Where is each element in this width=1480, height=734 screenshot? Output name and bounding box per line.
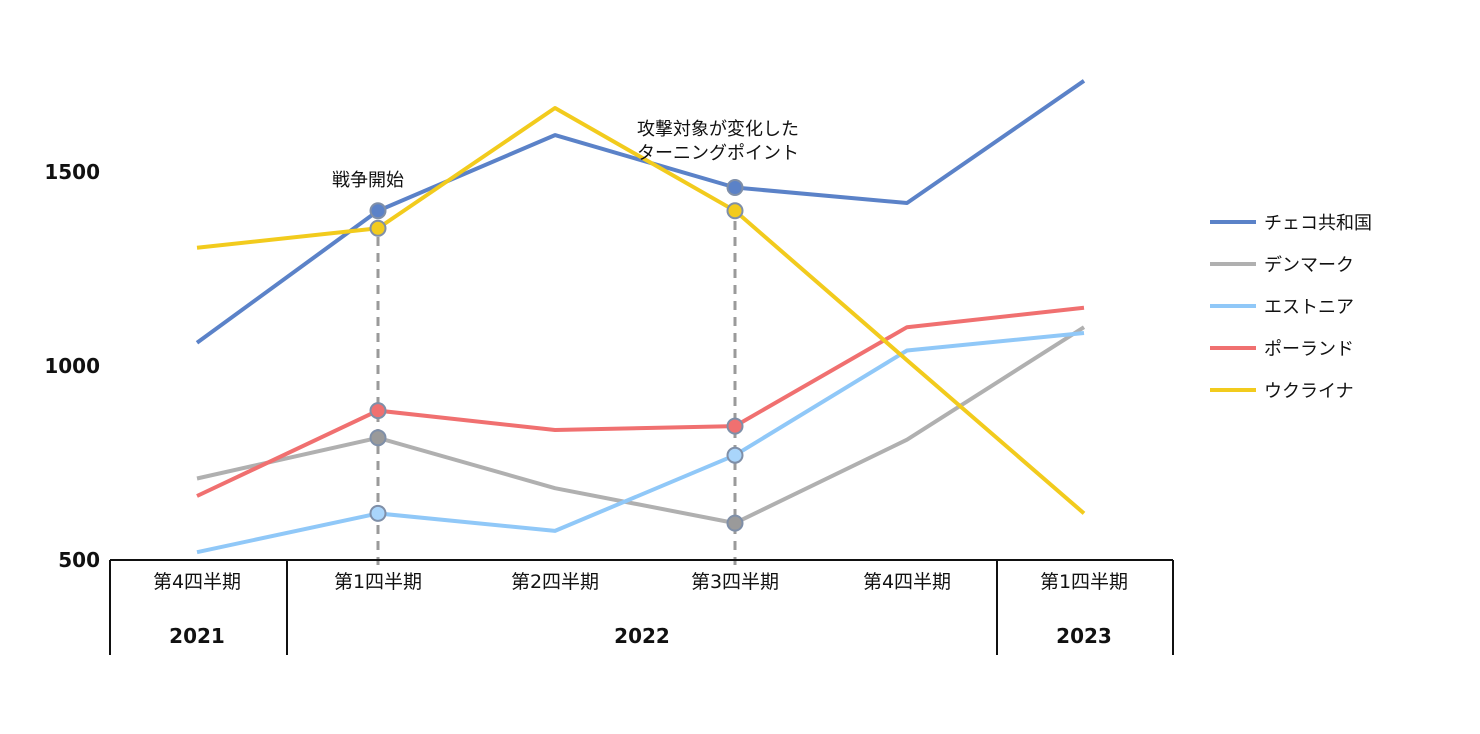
legend-label-1: デンマーク — [1264, 255, 1354, 276]
x-tick-label-0: 第4四半期 — [153, 571, 241, 593]
x-tick-label-5: 第1四半期 — [1040, 571, 1128, 593]
y-tick-label-1500: 1500 — [44, 160, 100, 184]
series-line-2 — [196, 331, 1085, 555]
series-point-3-3 — [726, 417, 744, 435]
y-tick-label-500: 500 — [58, 548, 100, 572]
legend-label-2: エストニア — [1264, 297, 1354, 318]
annotation-text-3-0: 攻撃対象が変化した — [637, 119, 799, 140]
series-line-4 — [196, 106, 1086, 515]
annotation-text-3-1: ターニングポイント — [637, 143, 799, 164]
series-point-1-1 — [369, 429, 387, 447]
y-axis-ticks: 500 1000 1500 — [44, 160, 100, 572]
series-point-4-3 — [726, 202, 744, 220]
x-tick-label-1: 第1四半期 — [334, 571, 422, 593]
series-point-0-3 — [726, 179, 744, 196]
series-point-4-1 — [369, 219, 387, 237]
series-line-3 — [196, 305, 1085, 498]
x-year-label-2023: 2023 — [1056, 624, 1112, 648]
series-lines — [195, 79, 1086, 555]
annotation-text-1-0: 戦争開始 — [332, 170, 404, 191]
series-markers — [369, 179, 744, 532]
x-tick-label-3: 第3四半期 — [691, 571, 779, 593]
x-tick-label-4: 第4四半期 — [863, 571, 951, 593]
x-year-label-2022: 2022 — [614, 624, 670, 648]
annotation-guides — [376, 205, 737, 565]
x-axis: 第4四半期 第1四半期 第2四半期 第3四半期 第4四半期 第1四半期 2021 2022 20… — [109, 559, 1174, 655]
series-line-1 — [196, 325, 1086, 526]
x-year-label-2021: 2021 — [169, 624, 225, 648]
series-point-0-1 — [369, 202, 387, 220]
legend-label-3: ポーランド — [1264, 339, 1354, 360]
series-point-3-1 — [369, 402, 387, 420]
series-point-1-3 — [726, 514, 744, 532]
series-point-2-3 — [726, 446, 744, 464]
legend-label-0: チェコ共和国 — [1264, 213, 1372, 234]
series-point-2-1 — [369, 504, 387, 522]
y-tick-label-1000: 1000 — [44, 354, 100, 378]
x-tick-label-2: 第2四半期 — [511, 571, 599, 593]
legend-label-4: ウクライナ — [1264, 381, 1354, 402]
